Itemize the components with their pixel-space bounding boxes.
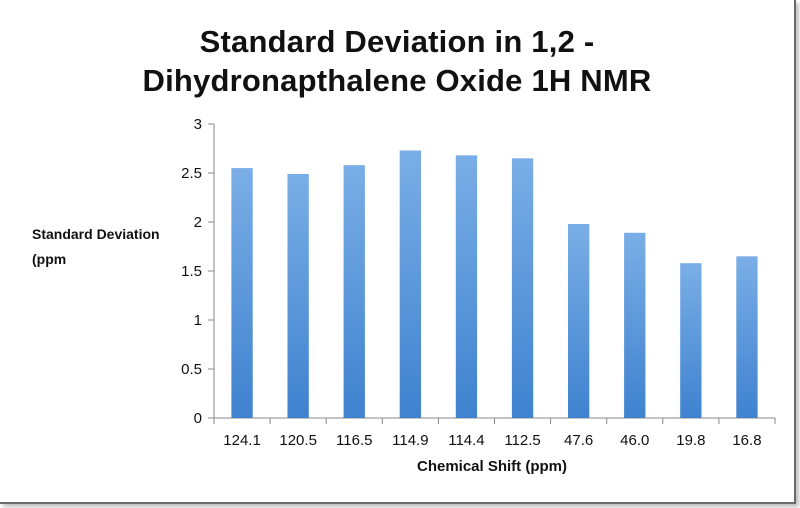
x-tick-label: 46.0: [620, 432, 649, 449]
y-tick-label: 1.5: [181, 263, 202, 280]
y-tick-label: 2.5: [181, 165, 202, 182]
bar-116.5: [343, 165, 365, 418]
bar-120.5: [287, 173, 309, 418]
y-tick-label: 1: [194, 312, 202, 329]
bar-124.1: [231, 168, 253, 418]
x-tick-label: 114.9: [392, 432, 428, 449]
y-tick-label: 3: [194, 116, 202, 133]
x-tick-label: 112.5: [504, 432, 540, 449]
y-axis-label-line-1: Standard Deviation: [32, 226, 160, 242]
bar-16.8: [736, 256, 758, 418]
x-tick-label: 16.8: [732, 432, 761, 449]
y-tick-label: 0.5: [181, 361, 202, 378]
chart-title-line-1: Standard Deviation in 1,2 -: [199, 24, 595, 59]
x-tick-label: 19.8: [676, 432, 705, 449]
x-tick-label: 120.5: [279, 432, 317, 449]
bar-114.9: [399, 150, 422, 418]
x-axis-label: Chemical Shift (ppm): [416, 458, 567, 475]
chart-title-line-2: Dihydronapthalene Oxide 1H NMR: [142, 63, 652, 98]
x-tick-label: 114.4: [448, 432, 484, 449]
x-tick-label: 124.1: [223, 432, 261, 449]
bar-19.8: [680, 263, 702, 418]
bar-114.4: [455, 155, 478, 419]
y-tick-label: 0: [194, 410, 202, 427]
y-axis-label-line-2: (ppm: [32, 251, 67, 267]
x-tick-label: 116.5: [336, 432, 372, 449]
y-tick-label: 2: [194, 214, 202, 231]
bar-46.0: [624, 232, 646, 418]
bar-47.6: [567, 223, 590, 418]
bar-112.5: [511, 158, 534, 419]
x-tick-label: 47.6: [564, 432, 593, 449]
